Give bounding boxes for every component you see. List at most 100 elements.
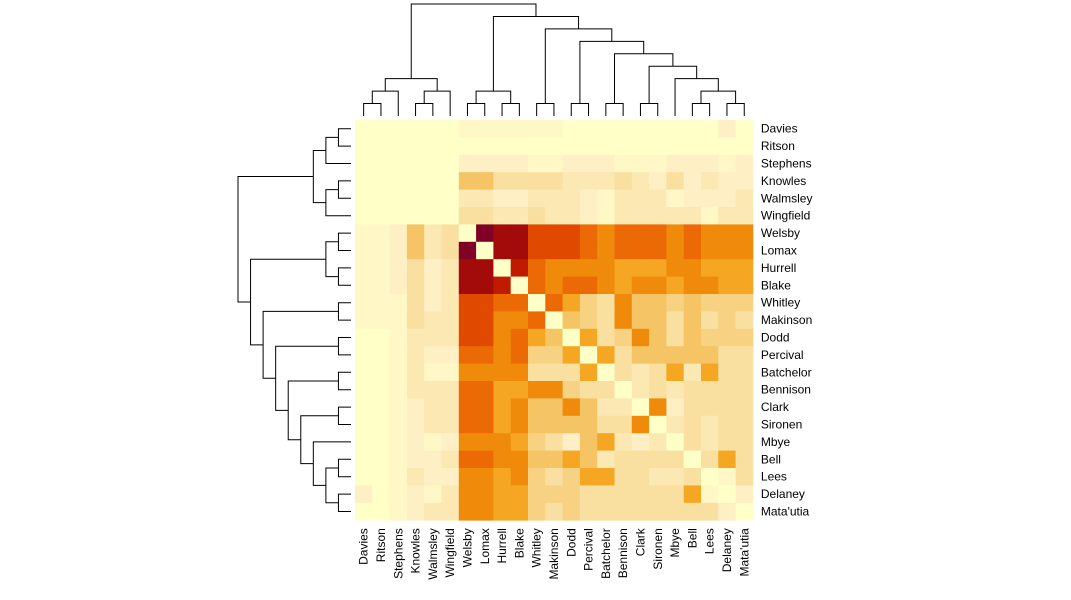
heatmap-cell xyxy=(528,485,546,504)
heatmap-cell xyxy=(666,433,685,451)
heatmap-cell xyxy=(458,137,477,156)
heatmap-cell xyxy=(614,154,633,173)
heatmap-cell xyxy=(545,502,563,521)
heatmap-cell xyxy=(476,502,494,521)
heatmap-cell xyxy=(597,241,615,260)
heatmap-cell xyxy=(579,189,598,208)
heatmap-cell xyxy=(597,120,615,138)
heatmap-cell xyxy=(493,259,512,277)
heatmap-cell xyxy=(424,224,442,243)
heatmap-cell xyxy=(597,189,615,208)
heatmap-cell xyxy=(355,189,373,208)
heatmap-cell xyxy=(406,468,425,486)
heatmap-cell xyxy=(718,363,736,382)
heatmap-cell xyxy=(683,207,702,225)
heatmap-cell xyxy=(562,120,581,138)
heatmap-cell xyxy=(718,328,736,347)
heatmap-cell xyxy=(735,137,754,156)
heatmap-cell xyxy=(528,294,546,312)
heatmap-cell xyxy=(614,485,633,504)
row-label: Lees xyxy=(761,470,787,484)
heatmap-cell xyxy=(562,241,581,260)
heatmap-cell xyxy=(631,502,650,521)
row-label: Sironen xyxy=(761,418,802,432)
heatmap-cell xyxy=(735,294,754,312)
heatmap-cell xyxy=(683,154,702,173)
heatmap-cell xyxy=(510,415,529,434)
heatmap-cell xyxy=(355,450,373,469)
heatmap-cell xyxy=(631,224,650,243)
heatmap-cell xyxy=(493,485,512,504)
column-label: Ritson xyxy=(374,528,388,562)
heatmap-cell xyxy=(424,120,442,138)
heatmap-cell xyxy=(493,311,512,330)
heatmap-cell xyxy=(441,468,460,486)
heatmap-cell xyxy=(649,154,667,173)
heatmap-cell xyxy=(631,154,650,173)
heatmap-cell xyxy=(510,311,529,330)
heatmap-cell xyxy=(666,207,685,225)
heatmap-cell xyxy=(372,328,390,347)
column-dendrogram xyxy=(363,3,745,116)
heatmap-cell xyxy=(614,172,633,190)
heatmap-cell xyxy=(372,241,390,260)
heatmap-cell xyxy=(355,468,373,486)
heatmap-cell xyxy=(649,485,667,504)
heatmap-cell xyxy=(683,381,702,399)
row-dendrogram-branch xyxy=(337,128,351,147)
row-label: Bell xyxy=(761,452,781,466)
heatmap-cell xyxy=(649,502,667,521)
heatmap-cell xyxy=(406,189,425,208)
column-label: Hurrell xyxy=(495,528,509,563)
heatmap-cell xyxy=(562,311,581,330)
column-label: Welsby xyxy=(460,528,474,567)
heatmap-cell xyxy=(528,415,546,434)
heatmap-cell xyxy=(406,120,425,138)
row-label: Knowles xyxy=(761,174,806,188)
heatmap-cell xyxy=(493,276,512,295)
heatmap-cell xyxy=(579,311,598,330)
heatmap-cell xyxy=(476,137,494,156)
heatmap-cell xyxy=(614,363,633,382)
heatmap-cell xyxy=(545,328,563,347)
heatmap-cell xyxy=(579,468,598,486)
heatmap-cell xyxy=(649,207,667,225)
heatmap-cell xyxy=(372,468,390,486)
heatmap-cell xyxy=(389,433,408,451)
heatmap-cell xyxy=(666,485,685,504)
heatmap-cell xyxy=(355,137,373,156)
heatmap-cell xyxy=(631,398,650,417)
row-dendrogram-branch xyxy=(337,493,351,512)
heatmap-cell xyxy=(614,241,633,260)
heatmap-cell xyxy=(683,172,702,190)
heatmap-cell xyxy=(372,189,390,208)
row-dendrogram-branch xyxy=(325,467,339,504)
heatmap-cell xyxy=(631,294,650,312)
row-dendrogram-branch xyxy=(337,371,351,391)
heatmap-cell xyxy=(545,311,563,330)
heatmap-cell xyxy=(355,241,373,260)
heatmap-cell xyxy=(614,276,633,295)
heatmap-cell xyxy=(372,154,390,173)
heatmap-cell xyxy=(666,224,685,243)
heatmap-cell xyxy=(389,485,408,504)
heatmap-cell xyxy=(666,398,685,417)
heatmap-cell xyxy=(545,276,563,295)
column-dendrogram-branch xyxy=(475,90,512,104)
column-dendrogram-branch xyxy=(415,103,434,116)
heatmap-cell xyxy=(701,120,719,138)
heatmap-cell xyxy=(493,154,512,173)
heatmap-cell xyxy=(406,294,425,312)
heatmap-cell xyxy=(718,294,736,312)
heatmap-cell xyxy=(528,346,546,364)
heatmap-cell xyxy=(528,241,546,260)
heatmap-cell xyxy=(631,189,650,208)
heatmap-cell xyxy=(424,433,442,451)
heatmap-cell xyxy=(683,450,702,469)
heatmap-cell xyxy=(510,137,529,156)
heatmap-cell xyxy=(614,189,633,208)
column-label: Stephens xyxy=(391,528,405,579)
heatmap-cell xyxy=(355,502,373,521)
heatmap-cell xyxy=(389,189,408,208)
heatmap-cell xyxy=(355,328,373,347)
